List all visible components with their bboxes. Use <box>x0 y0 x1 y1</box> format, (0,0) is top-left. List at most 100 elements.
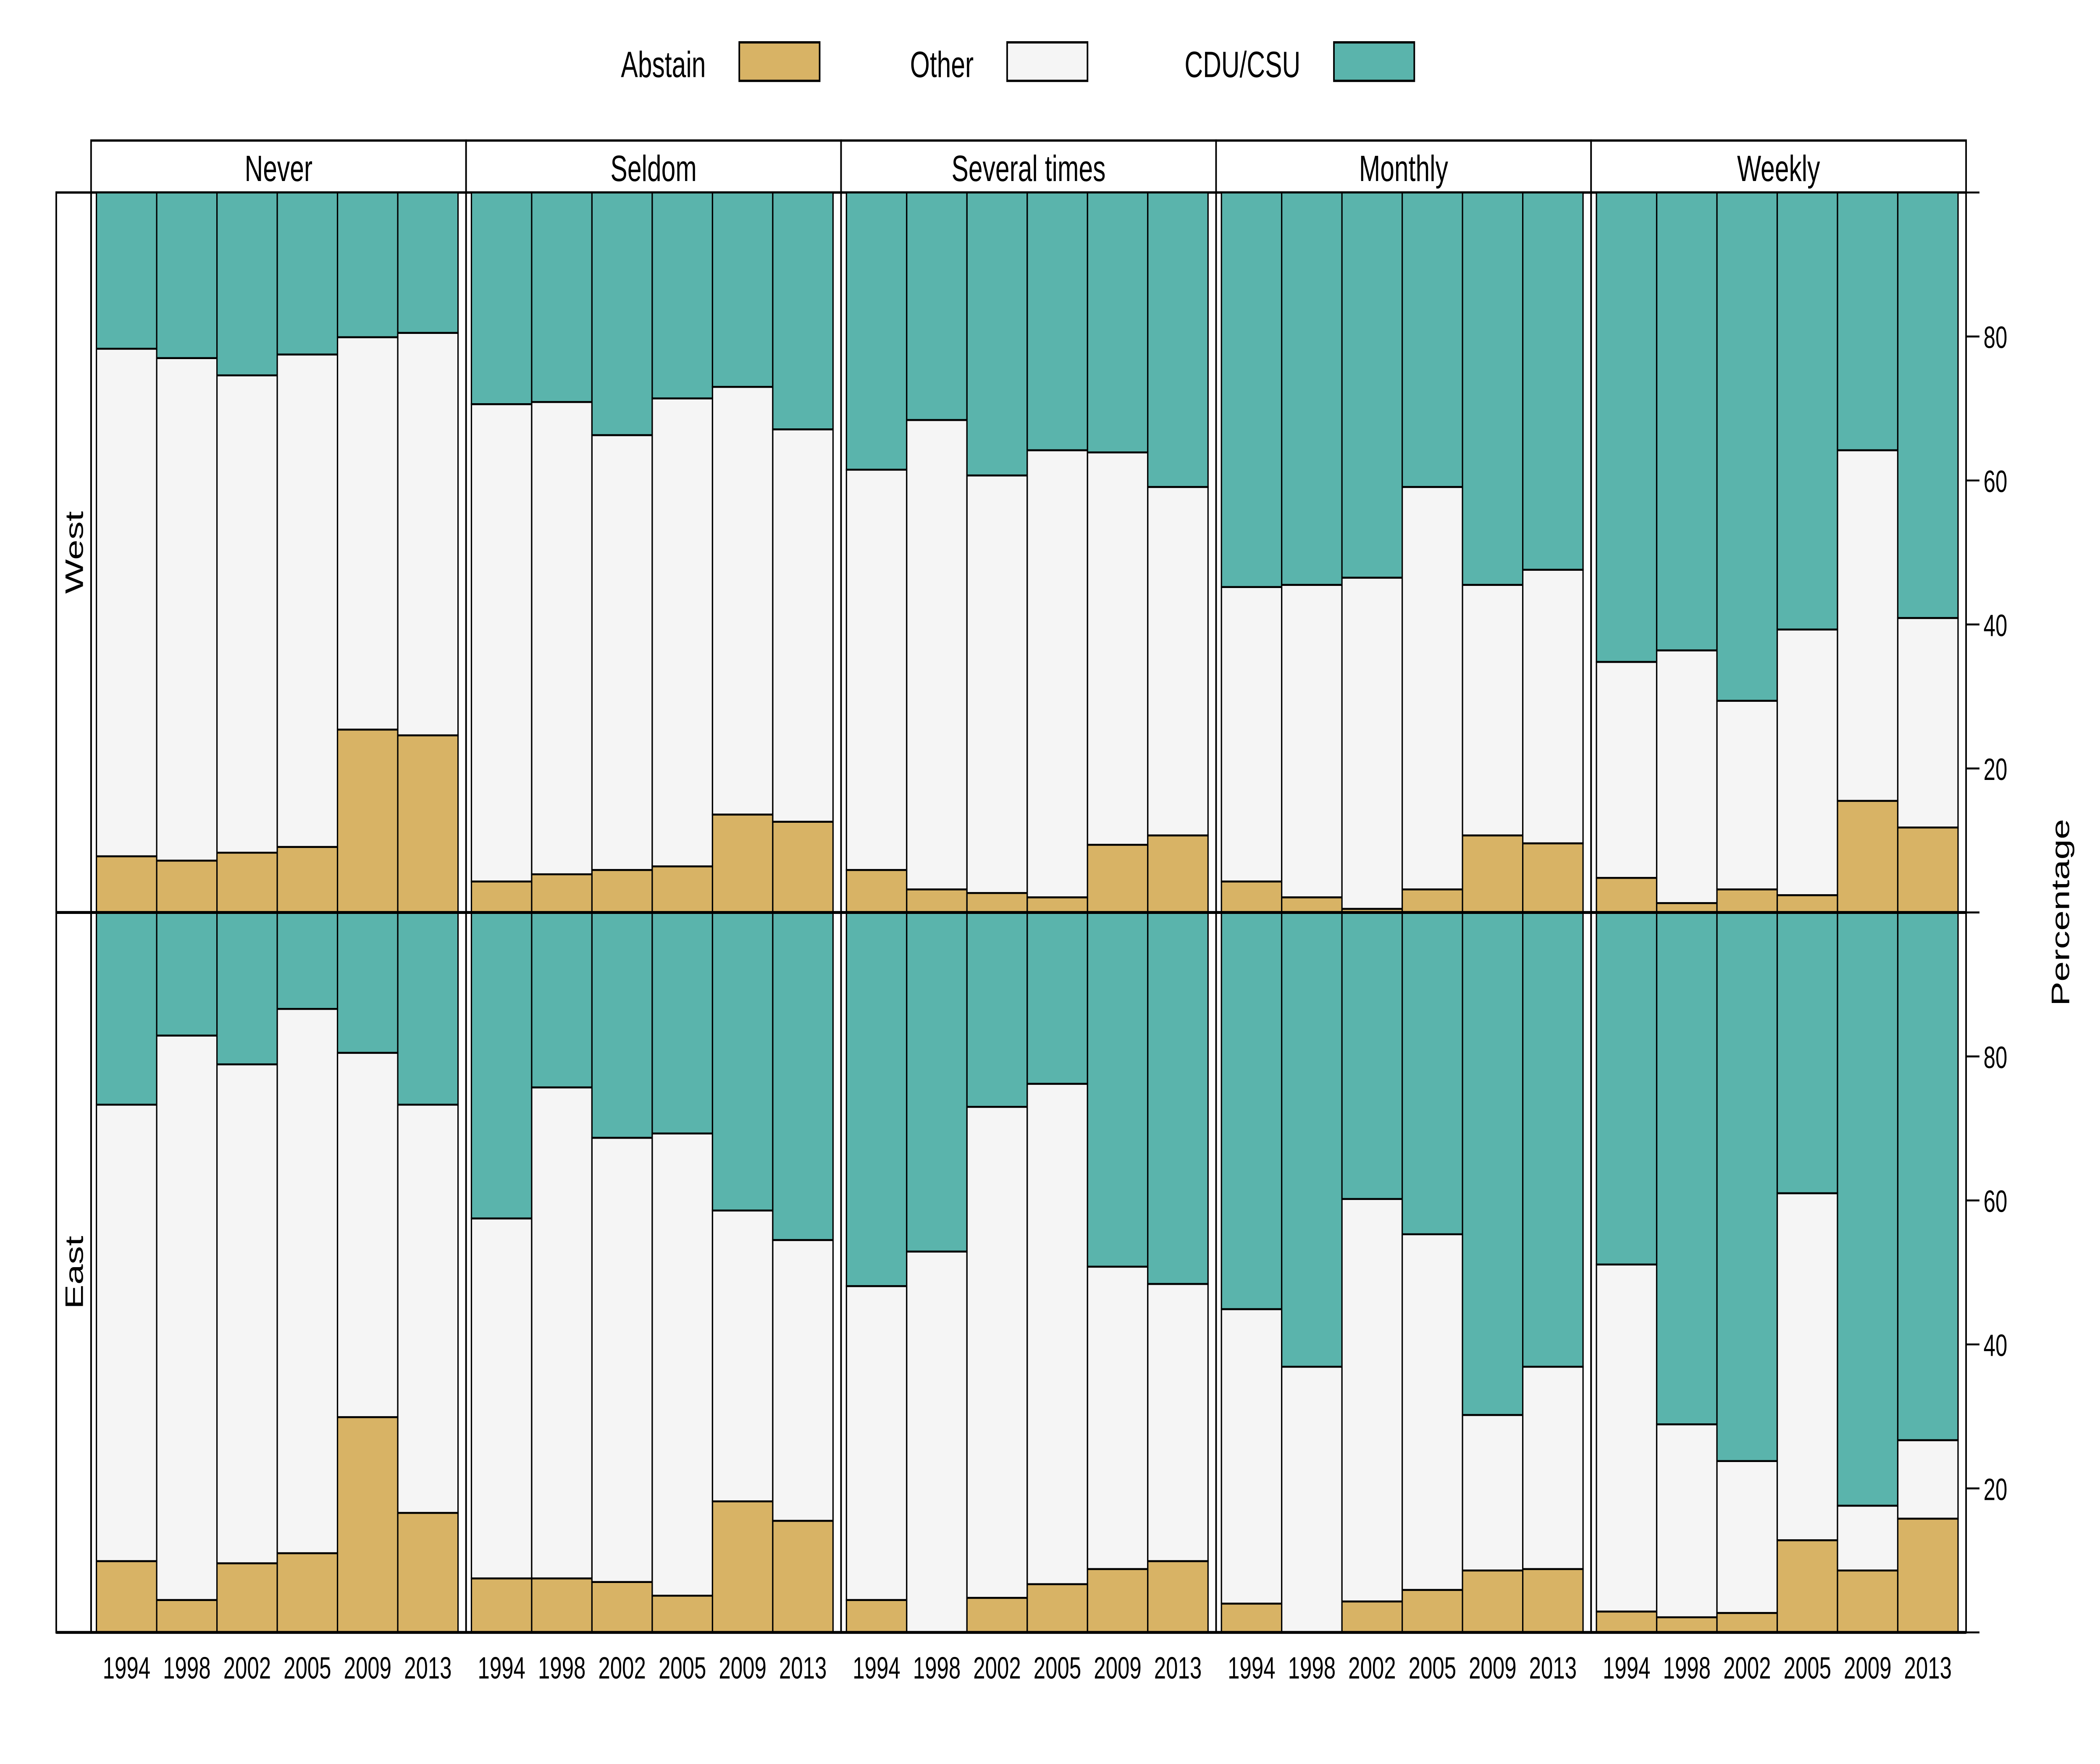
legend-label-cdu-csu: CDU/CSU <box>1184 44 1300 85</box>
bar-cdu-csu-west-3-2002 <box>1341 192 1403 579</box>
bar-abstain-east-3-2002 <box>1341 1600 1403 1633</box>
bar-abstain-west-0-2005 <box>276 846 339 914</box>
bar-cdu-csu-east-3-2013 <box>1522 911 1584 1368</box>
bar-abstain-west-3-1994 <box>1221 880 1283 914</box>
bar-cdu-csu-west-4-1998 <box>1656 192 1718 651</box>
bar-other-east-0-2013 <box>397 1103 459 1514</box>
x-tick-label: 2009 <box>1094 1651 1141 1685</box>
bar-other-west-1-2005 <box>651 397 714 868</box>
bar-cdu-csu-west-0-1994 <box>95 192 158 350</box>
strip-label: Several times <box>952 148 1106 189</box>
bar-other-east-0-2009 <box>336 1052 399 1418</box>
bar-cdu-csu-east-3-2009 <box>1462 911 1524 1416</box>
x-tick-label: 2013 <box>1904 1651 1952 1685</box>
bar-other-west-1-2013 <box>772 428 834 823</box>
y-tick-label: 80 <box>1984 1041 2008 1075</box>
bar-abstain-east-3-1994 <box>1221 1602 1283 1633</box>
x-tick-label: 2009 <box>344 1651 391 1685</box>
bar-other-west-3-1998 <box>1281 584 1343 898</box>
bar-abstain-west-1-2009 <box>711 814 774 914</box>
bar-other-west-0-2009 <box>336 336 399 731</box>
legend-label-abstain: Abstain <box>621 44 706 85</box>
x-tick-label: 1994 <box>1228 1651 1275 1685</box>
bar-other-west-3-2009 <box>1462 584 1524 837</box>
bar-cdu-csu-east-1-1998 <box>531 911 593 1089</box>
y-tick-label: 20 <box>1984 753 2008 787</box>
bar-cdu-csu-east-2-2002 <box>966 911 1028 1108</box>
bar-abstain-west-3-2005 <box>1402 888 1463 914</box>
bar-other-west-2-2002 <box>966 474 1028 894</box>
x-tick-label: 1998 <box>163 1651 210 1685</box>
row-strip-0 <box>55 191 92 914</box>
bar-abstain-west-3-2013 <box>1522 842 1584 914</box>
bar-cdu-csu-west-2-2013 <box>1147 192 1209 488</box>
bar-abstain-west-2-2009 <box>1087 844 1149 914</box>
bar-other-east-3-2009 <box>1462 1414 1524 1572</box>
bar-cdu-csu-west-4-2013 <box>1897 192 1959 619</box>
bar-abstain-east-1-2013 <box>772 1520 834 1633</box>
bar-other-east-2-1998 <box>906 1250 968 1633</box>
bar-abstain-west-3-1998 <box>1281 896 1343 914</box>
bar-abstain-east-2-2002 <box>966 1597 1028 1633</box>
bar-abstain-west-3-2009 <box>1462 834 1524 914</box>
bar-abstain-west-4-2013 <box>1897 826 1959 914</box>
strip-label: Seldom <box>610 148 696 189</box>
bar-cdu-csu-west-0-2013 <box>397 192 459 334</box>
bar-other-west-3-1994 <box>1221 586 1283 883</box>
bar-other-east-4-2009 <box>1837 1504 1899 1572</box>
bar-abstain-east-4-2013 <box>1897 1517 1959 1633</box>
bar-abstain-east-2-2005 <box>1026 1583 1088 1633</box>
bar-cdu-csu-west-2-1994 <box>845 192 908 471</box>
bar-cdu-csu-east-1-2005 <box>651 911 714 1135</box>
bar-cdu-csu-west-0-2009 <box>336 192 399 339</box>
bar-other-east-1-1994 <box>470 1217 533 1580</box>
x-tick-label: 1998 <box>538 1651 585 1685</box>
bar-cdu-csu-west-4-2005 <box>1776 192 1838 631</box>
bar-abstain-east-0-1994 <box>95 1560 158 1633</box>
y-tick-label: 60 <box>1984 465 2008 499</box>
legend-swatch-abstain <box>738 41 821 82</box>
bar-abstain-east-2-2013 <box>1147 1560 1209 1633</box>
bar-cdu-csu-west-3-2005 <box>1402 192 1463 488</box>
bar-abstain-west-4-2009 <box>1837 800 1899 914</box>
bar-other-west-2-2013 <box>1147 486 1209 837</box>
bar-other-east-2-1994 <box>845 1285 908 1601</box>
bar-abstain-east-1-2002 <box>591 1581 653 1633</box>
bar-other-east-1-1998 <box>531 1086 593 1580</box>
bar-cdu-csu-east-2-1994 <box>845 911 908 1287</box>
y-tick-label: 40 <box>1984 609 2008 643</box>
bar-other-east-1-2013 <box>772 1239 834 1522</box>
strip-label: Never <box>244 148 312 189</box>
bar-cdu-csu-west-0-2005 <box>276 192 339 356</box>
bar-abstain-east-2-1994 <box>845 1599 908 1633</box>
bar-cdu-csu-east-0-2013 <box>397 911 459 1106</box>
legend-swatch-cdu-csu <box>1333 41 1415 82</box>
x-tick-label: 2002 <box>1723 1651 1771 1685</box>
bar-cdu-csu-east-0-1998 <box>156 911 218 1037</box>
bar-cdu-csu-east-2-2013 <box>1147 911 1209 1285</box>
bar-abstain-east-1-2005 <box>651 1594 714 1633</box>
bar-other-west-3-2002 <box>1341 577 1403 910</box>
x-tick-label: 2002 <box>973 1651 1021 1685</box>
bar-cdu-csu-east-3-2005 <box>1402 911 1463 1236</box>
bar-other-west-2-1998 <box>906 419 968 890</box>
bar-other-west-4-1998 <box>1656 649 1718 904</box>
y-axis-label: Percentage <box>2046 819 2075 1006</box>
row-strip-label: West <box>60 511 89 594</box>
bar-other-west-4-2002 <box>1716 700 1778 890</box>
x-tick-label: 1994 <box>478 1651 525 1685</box>
x-tick-label: 2005 <box>284 1651 331 1685</box>
bar-abstain-west-2-1994 <box>845 869 908 914</box>
bar-other-east-4-1994 <box>1596 1263 1658 1613</box>
bar-other-west-0-1998 <box>156 357 218 862</box>
bar-other-east-3-2005 <box>1402 1233 1463 1591</box>
bar-cdu-csu-east-2-2005 <box>1026 911 1088 1085</box>
bar-cdu-csu-east-3-2002 <box>1341 911 1403 1200</box>
bar-cdu-csu-west-3-1994 <box>1221 192 1283 588</box>
bar-cdu-csu-west-3-2009 <box>1462 192 1524 586</box>
bar-cdu-csu-west-2-1998 <box>906 192 968 421</box>
x-tick-label: 2005 <box>659 1651 706 1685</box>
bar-abstain-east-0-2009 <box>336 1416 399 1633</box>
bar-cdu-csu-west-1-1994 <box>470 192 533 405</box>
bar-other-east-4-1998 <box>1656 1423 1718 1618</box>
